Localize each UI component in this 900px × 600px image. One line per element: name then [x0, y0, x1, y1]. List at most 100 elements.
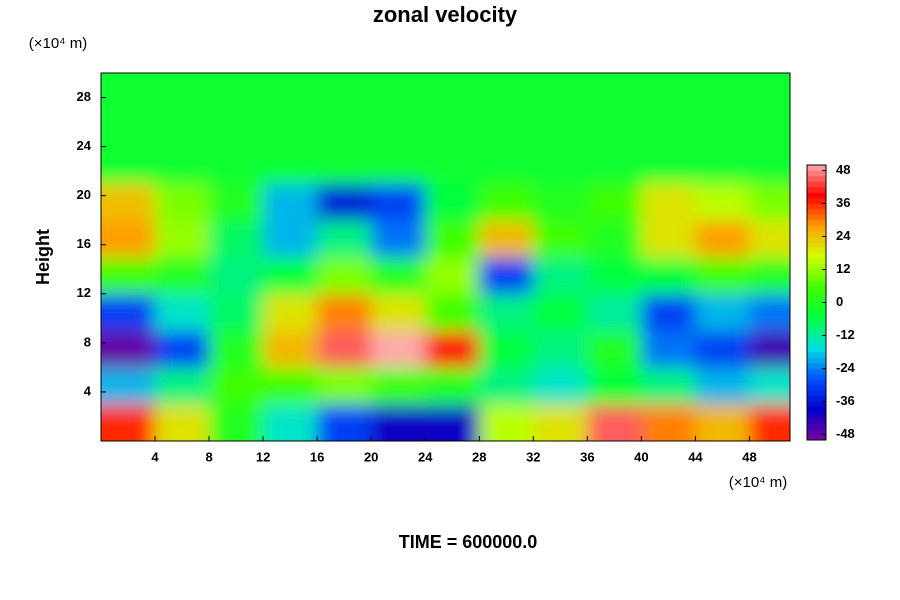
cell	[209, 257, 264, 295]
cell	[587, 367, 642, 405]
colorbar-band	[807, 346, 826, 353]
cell	[263, 183, 318, 221]
cell	[101, 109, 156, 148]
cell	[749, 220, 790, 258]
colorbar-band	[807, 363, 826, 369]
colorbar-band	[807, 220, 826, 226]
cells	[101, 73, 790, 441]
cell	[695, 220, 750, 258]
cell	[695, 257, 750, 295]
cell	[101, 146, 156, 184]
cell	[101, 257, 156, 295]
y-tick-label: 12	[77, 285, 91, 300]
x-tick-label: 32	[526, 449, 540, 464]
plot-frame	[100, 72, 791, 442]
cell	[425, 367, 480, 405]
cell	[263, 257, 318, 295]
cell	[749, 330, 790, 368]
cell	[263, 109, 318, 148]
cell	[695, 367, 750, 405]
cell	[317, 109, 372, 148]
cell	[533, 183, 588, 221]
cell	[587, 73, 642, 111]
cell	[371, 367, 426, 405]
cell	[209, 220, 264, 258]
colorbar-band	[807, 236, 826, 243]
colorbar-band	[807, 286, 826, 292]
cell	[479, 146, 534, 184]
colorbar-band	[807, 379, 826, 386]
cell	[101, 220, 156, 258]
colorbar-band	[807, 319, 826, 325]
colorbar-band	[807, 165, 826, 171]
colorbar-band	[807, 357, 826, 364]
y-tick-label: 16	[77, 236, 91, 251]
cell	[101, 404, 156, 441]
cell	[587, 293, 642, 332]
colorbar-band	[807, 297, 826, 303]
cell	[317, 404, 372, 441]
cell	[587, 220, 642, 258]
x-tick-label: 44	[688, 449, 703, 464]
cell	[641, 220, 696, 258]
cell	[587, 146, 642, 184]
x-tick-label: 4	[151, 449, 159, 464]
colorbar-band	[807, 280, 826, 287]
colorbar-band	[807, 412, 826, 419]
cell	[209, 73, 264, 111]
colorbar-tick-label: -48	[836, 426, 855, 441]
cell	[425, 109, 480, 148]
colorbar-band	[807, 313, 826, 320]
colorbar-band	[807, 214, 826, 221]
cell	[155, 367, 210, 405]
colorbar-band	[807, 324, 826, 331]
cell	[209, 146, 264, 184]
y-tick-label: 4	[84, 383, 92, 398]
x-unit: (×10⁴ m)	[729, 474, 788, 491]
cell	[371, 109, 426, 148]
colorbar-band	[807, 225, 826, 232]
cell	[641, 293, 696, 332]
colorbar: -48 -36 -24 -12 0 12 24 36 48	[806, 162, 856, 441]
cell	[425, 404, 480, 441]
cell	[263, 146, 318, 184]
cell	[641, 183, 696, 221]
colorbar-band	[807, 330, 826, 336]
cell	[209, 330, 264, 368]
cell	[425, 73, 480, 111]
colorbar-band	[807, 291, 826, 298]
cell	[641, 404, 696, 441]
cell	[479, 220, 534, 258]
cell	[371, 183, 426, 221]
colorbar-band	[807, 187, 826, 193]
cell	[641, 330, 696, 368]
colorbar-tick-label: 24	[836, 228, 851, 243]
cell	[641, 367, 696, 405]
cell	[371, 257, 426, 295]
colorbar-band	[807, 418, 826, 424]
cell	[425, 146, 480, 184]
cell	[317, 220, 372, 258]
cell	[533, 257, 588, 295]
cell	[587, 183, 642, 221]
colorbar-band	[807, 264, 826, 270]
cell	[533, 404, 588, 441]
cell	[101, 330, 156, 368]
colorbar-band	[807, 385, 826, 391]
colorbar-band	[807, 253, 826, 259]
cell	[695, 73, 750, 111]
cell	[533, 73, 588, 111]
cell	[155, 183, 210, 221]
cell	[317, 293, 372, 332]
colorbar-tick-label: -24	[836, 360, 856, 375]
cell	[155, 220, 210, 258]
cell	[155, 109, 210, 148]
cell	[371, 73, 426, 111]
cell	[263, 220, 318, 258]
cell	[479, 404, 534, 441]
cell	[641, 257, 696, 295]
colorbar-band	[807, 396, 826, 402]
colorbar-band	[807, 209, 826, 215]
cell	[425, 293, 480, 332]
